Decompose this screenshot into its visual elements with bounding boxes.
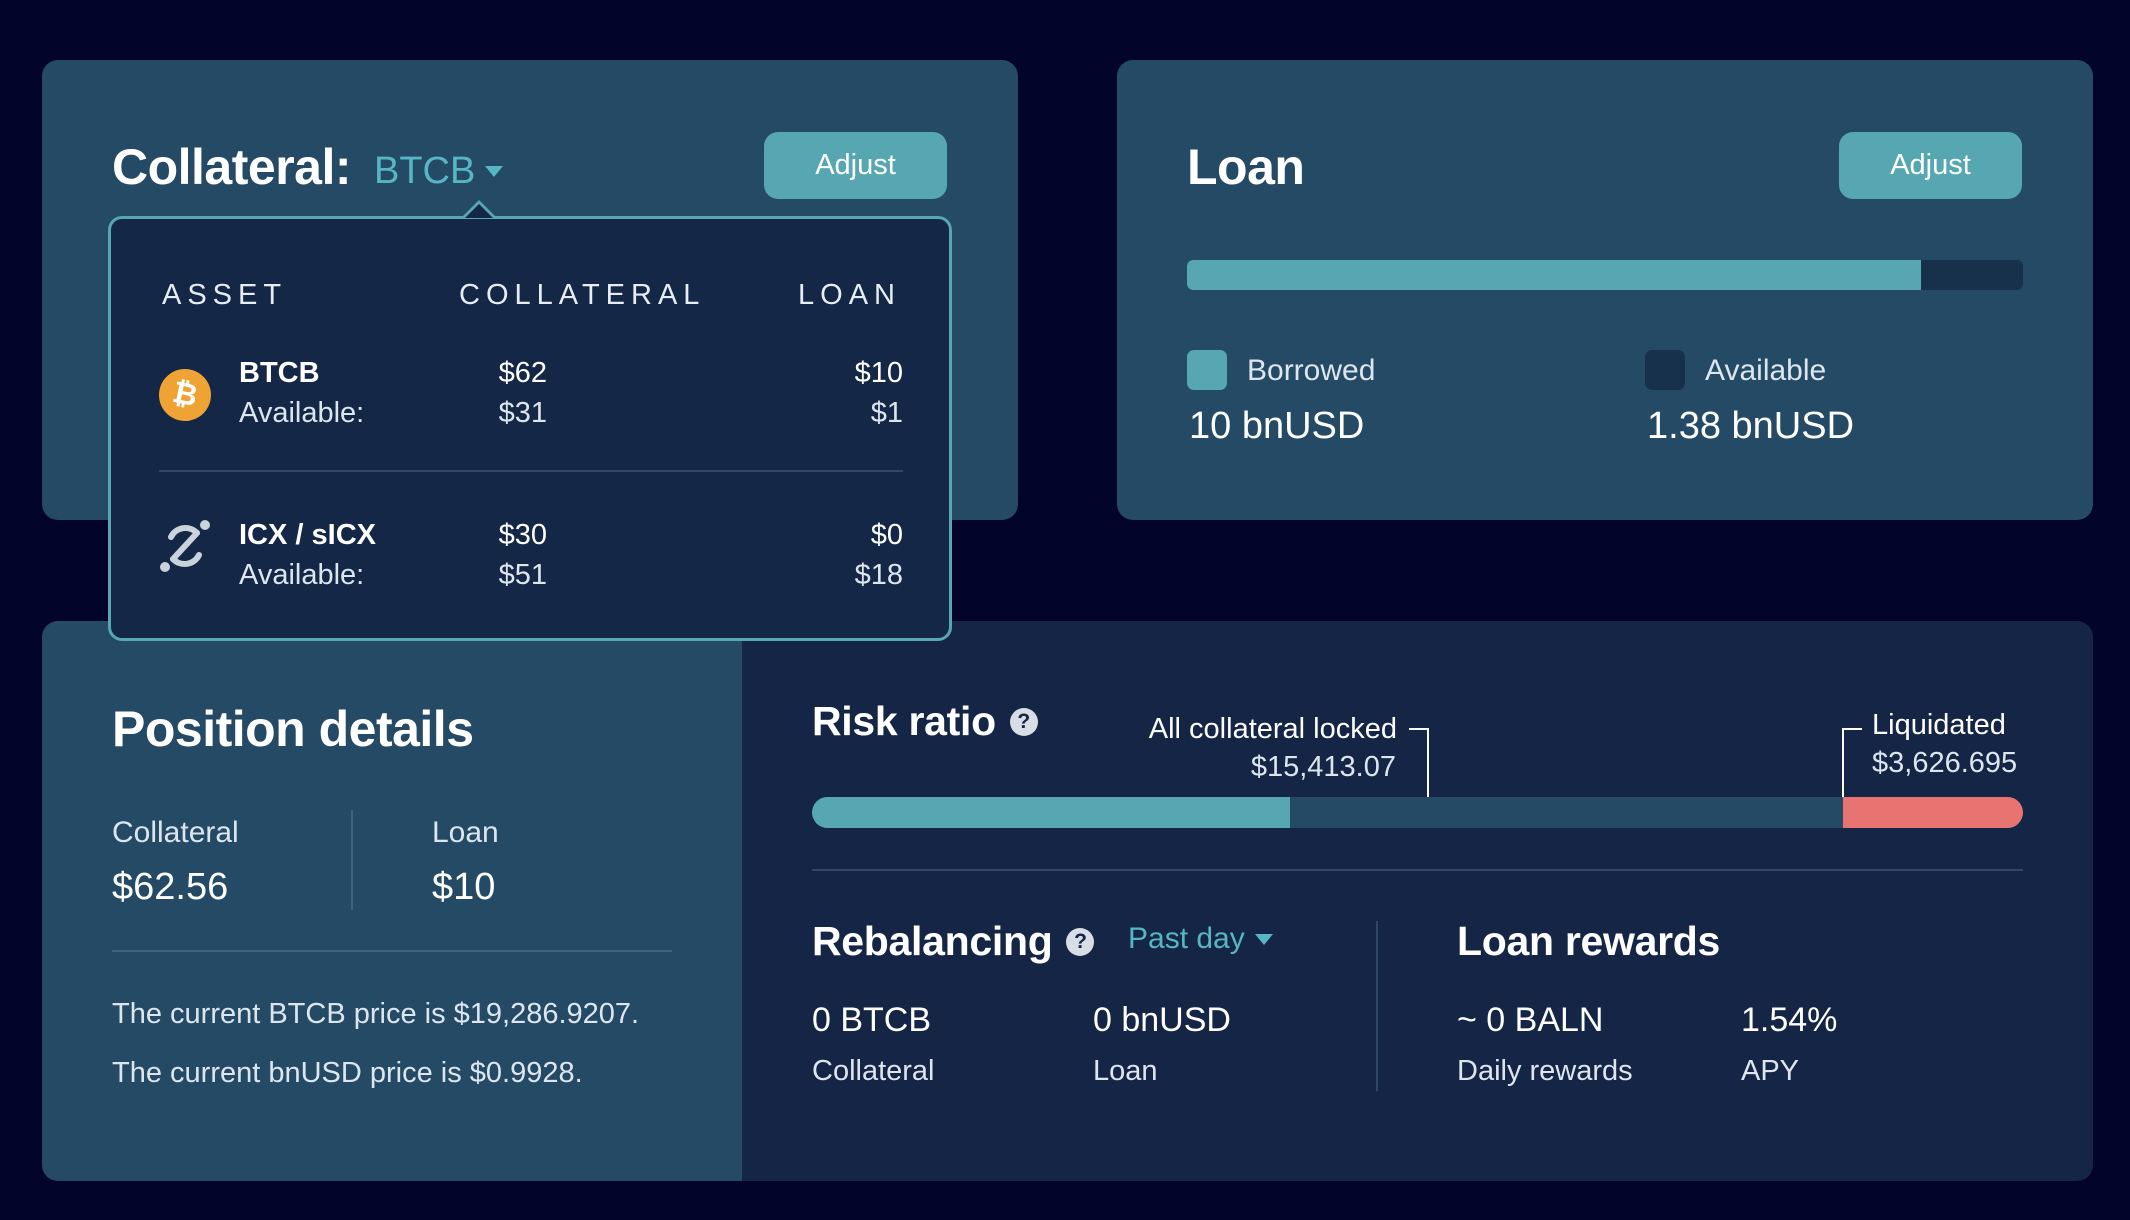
rebalancing-loan-label: Loan bbox=[1093, 1055, 1158, 1087]
liquidated-marker-tick bbox=[1842, 728, 1862, 730]
rebalancing-collateral-value: 0 BTCB bbox=[812, 1001, 932, 1039]
rebalancing-period-label: Past day bbox=[1128, 922, 1245, 955]
position-details-title: Position details bbox=[112, 701, 474, 757]
chevron-down-icon bbox=[1254, 933, 1273, 945]
collateral-available: $31 bbox=[498, 397, 547, 429]
borrowed-value: 10 bnUSD bbox=[1189, 405, 1365, 447]
locked-marker-line bbox=[1427, 728, 1429, 828]
daily-rewards-value: ~ 0 BALN bbox=[1457, 1001, 1604, 1039]
rebalancing-period-selector[interactable]: Past day bbox=[1128, 922, 1273, 956]
dropdown-row-btcb[interactable]: ₿ BTCB Available: $62 $31 $10 $1 bbox=[154, 349, 903, 454]
header-collateral: COLLATERAL bbox=[459, 279, 706, 311]
risk-ratio-bar bbox=[812, 797, 2023, 828]
bottom-divider-vertical bbox=[1376, 921, 1378, 1091]
collateral-amount: $30 bbox=[498, 519, 547, 551]
available-label: Available: bbox=[239, 397, 365, 429]
liquidated-value: $3,626.695 bbox=[1872, 747, 2018, 779]
collateral-asset-label: BTCB bbox=[374, 150, 476, 192]
asset-name: ICX / sICX bbox=[239, 519, 376, 551]
risk-ratio-header: Risk ratio ? bbox=[812, 698, 1038, 745]
locked-label: All collateral locked bbox=[1148, 713, 1397, 745]
position-collateral-value: $62.56 bbox=[112, 866, 229, 908]
btcb-price-note: The current BTCB price is $19,286.9207. bbox=[112, 998, 640, 1030]
borrowed-legend-swatch bbox=[1187, 350, 1227, 390]
bitcoin-icon: ₿ bbox=[154, 364, 216, 426]
rebalancing-title: Rebalancing bbox=[812, 918, 1053, 964]
header-asset: ASSET bbox=[162, 279, 288, 311]
dropdown-row-divider bbox=[159, 470, 903, 472]
locked-value: $15,413.07 bbox=[1250, 751, 1396, 783]
available-legend-swatch bbox=[1645, 350, 1685, 390]
position-details-panel bbox=[42, 621, 742, 1181]
liquidated-label: Liquidated bbox=[1872, 709, 2006, 741]
dropdown-arrow-inner bbox=[465, 204, 493, 218]
risk-ratio-fill bbox=[812, 797, 1291, 828]
loan-progress-bar bbox=[1187, 260, 2023, 290]
collateral-title: Collateral: bbox=[112, 139, 352, 195]
rebalancing-header: Rebalancing ? bbox=[812, 918, 1095, 965]
loan-adjust-button[interactable]: Adjust bbox=[1839, 132, 2022, 199]
position-divider bbox=[112, 950, 672, 952]
question-icon[interactable]: ? bbox=[1066, 927, 1095, 956]
rebalancing-loan-value: 0 bnUSD bbox=[1093, 1001, 1231, 1039]
available-label: Available: bbox=[239, 559, 365, 591]
risk-divider bbox=[812, 869, 2023, 871]
liquidation-zone bbox=[1843, 797, 2023, 828]
apy-label: APY bbox=[1741, 1055, 1800, 1087]
collateral-amount: $62 bbox=[498, 357, 547, 389]
loan-available: $18 bbox=[854, 559, 903, 591]
loan-progress-fill bbox=[1187, 260, 1921, 290]
collateral-asset-selector[interactable]: BTCB bbox=[374, 150, 504, 193]
loan-available: $1 bbox=[870, 397, 903, 429]
loan-rewards-title: Loan rewards bbox=[1457, 918, 1720, 964]
risk-ratio-title: Risk ratio bbox=[812, 698, 996, 744]
position-divider-vertical bbox=[351, 810, 353, 910]
icx-icon bbox=[160, 520, 210, 572]
available-value: 1.38 bnUSD bbox=[1647, 405, 1855, 447]
position-collateral-label: Collateral bbox=[112, 816, 239, 849]
collateral-dropdown: ASSET COLLATERAL LOAN ₿ BTCB Available: … bbox=[108, 216, 952, 641]
asset-name: BTCB bbox=[239, 357, 320, 389]
loan-title: Loan bbox=[1187, 139, 1305, 195]
chevron-down-icon bbox=[485, 166, 504, 177]
locked-marker-tick bbox=[1409, 728, 1429, 730]
collateral-available: $51 bbox=[498, 559, 547, 591]
apy-value: 1.54% bbox=[1741, 1001, 1838, 1039]
loan-panel bbox=[1117, 60, 2093, 520]
loan-amount: $0 bbox=[870, 519, 903, 551]
liquidated-marker-line bbox=[1842, 728, 1844, 828]
position-loan-value: $10 bbox=[432, 866, 496, 908]
rebalancing-collateral-label: Collateral bbox=[812, 1055, 935, 1087]
question-icon[interactable]: ? bbox=[1009, 707, 1038, 736]
loan-amount: $10 bbox=[854, 357, 903, 389]
bnusd-price-note: The current bnUSD price is $0.9928. bbox=[112, 1057, 583, 1089]
daily-rewards-label: Daily rewards bbox=[1457, 1055, 1633, 1087]
dropdown-row-icx[interactable]: ICX / sICX Available: $30 $51 $0 $18 bbox=[159, 511, 903, 616]
position-loan-label: Loan bbox=[432, 816, 499, 849]
available-label: Available bbox=[1705, 354, 1827, 387]
borrowed-label: Borrowed bbox=[1247, 354, 1376, 387]
header-loan: LOAN bbox=[798, 279, 901, 311]
collateral-adjust-button[interactable]: Adjust bbox=[764, 132, 947, 199]
